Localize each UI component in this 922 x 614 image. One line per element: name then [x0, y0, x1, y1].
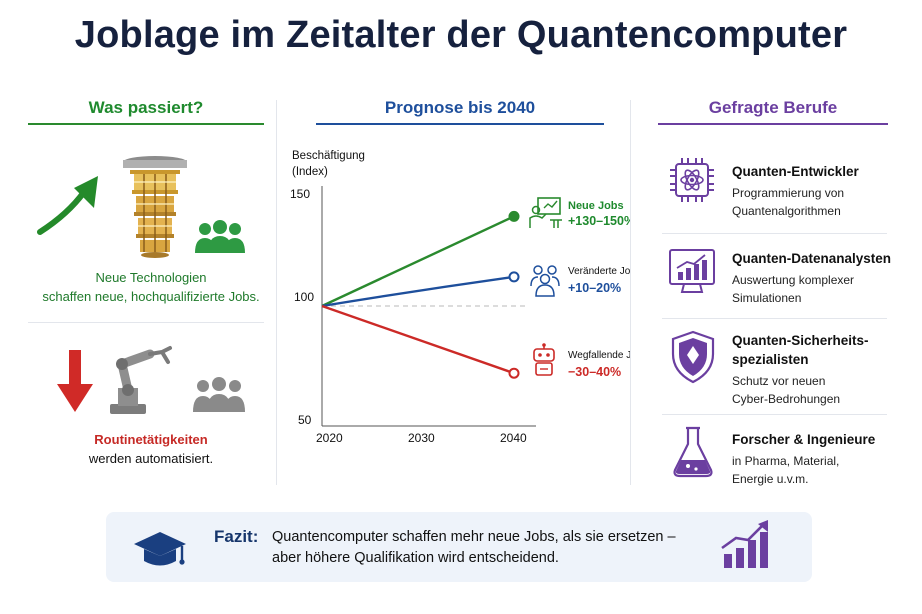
chart-y-axis-label-line1: Beschäftigung — [292, 150, 365, 162]
job-description-line2: Energie u.v.m. — [732, 472, 809, 486]
chart-y-axis-label-line2: (Index) — [292, 166, 328, 178]
trend-up-arrow-icon — [37, 176, 98, 235]
series-value-neue-jobs: +130–150% — [568, 214, 630, 228]
job-description: Auswertung komplexer Simulationen — [732, 271, 912, 307]
robot-icon — [533, 343, 555, 376]
teacher-board-icon — [529, 197, 562, 228]
job-description-line2: Quantenalgorithmen — [732, 204, 841, 218]
x-tick-label-2030: 2030 — [408, 431, 435, 445]
job-divider-2 — [662, 318, 887, 319]
job-description-line1: Schutz vor neuen — [732, 374, 826, 388]
growth-chart-icon — [721, 520, 768, 568]
job-description: Schutz vor neuen Cyber-Bedrohungen — [732, 372, 912, 408]
security-shield-icon — [671, 330, 715, 384]
negative-title: Routinetätigkeiten — [94, 432, 208, 447]
job-quanten-datenanalysten: Quanten-Datenanalysten Auswertung komple… — [732, 249, 912, 307]
quantum-computer-icon — [123, 156, 187, 258]
job-description-line1: Auswertung komplexer — [732, 273, 855, 287]
fazit-text-line1: Quantencomputer schaffen mehr neue Jobs,… — [272, 529, 676, 545]
series-value-wegfallende-jobs: −30–40% — [568, 365, 621, 379]
left-heading-rule — [28, 123, 264, 125]
positive-text-line2: schaffen neue, hochqualifizierte Jobs. — [42, 289, 260, 304]
job-title: Quanten-Datenanalysten — [732, 251, 892, 266]
positive-text: Neue Technologien schaffen neue, hochqua… — [28, 268, 274, 306]
employment-forecast-chart: 150 100 50 2020 2030 2040 Neue Jobs +130… — [290, 186, 630, 445]
middle-heading-rule — [316, 123, 604, 125]
x-tick-label-2040: 2040 — [500, 431, 527, 445]
chart-y-axis-label: Beschäftigung (Index) — [292, 148, 365, 180]
job-title-line2: spezialisten — [732, 352, 809, 367]
negative-subtext: werden automatisiert. — [88, 451, 214, 466]
job-quanten-entwickler: Quanten-Entwickler Programmierung von Qu… — [732, 162, 912, 220]
negative-text: Routinetätigkeiten werden automatisiert. — [28, 430, 274, 468]
series-endpoint-wegfallende-jobs — [508, 367, 520, 379]
section-heading-left: Was passiert? — [88, 98, 204, 117]
right-heading-rule — [658, 123, 888, 125]
job-description-line2: Cyber-Bedrohungen — [732, 392, 841, 406]
job-description-line2: Simulationen — [732, 291, 802, 305]
fazit-box — [106, 512, 812, 582]
series-label-wegfallende-jobs: Wegfallende Jobs — [568, 350, 630, 361]
trend-down-arrow-icon — [57, 350, 93, 412]
job-description-line1: in Pharma, Material, — [732, 454, 840, 468]
fazit-label: Fazit: — [214, 527, 259, 546]
series-endpoint-veraenderte-jobs — [508, 271, 520, 283]
section-heading-right: Gefragte Berufe — [708, 98, 838, 117]
section-heading-middle: Prognose bis 2040 — [384, 98, 536, 117]
job-divider-1 — [662, 233, 887, 234]
y-tick-label-150: 150 — [290, 187, 310, 201]
series-endpoint-neue-jobs — [508, 210, 520, 222]
flask-icon — [673, 426, 713, 478]
job-title-line1: Quanten-Sicherheits- — [732, 333, 869, 348]
job-description: Programmierung von Quantenalgorithmen — [732, 184, 912, 220]
fazit-text: Quantencomputer schaffen mehr neue Jobs,… — [272, 527, 676, 569]
divider-left — [276, 100, 277, 485]
people-group-gray-icon — [193, 377, 245, 412]
job-forscher-ingenieure: Forscher & Ingenieure in Pharma, Materia… — [732, 430, 912, 488]
y-tick-label-50: 50 — [298, 413, 312, 427]
job-title: Forscher & Ingenieure — [732, 432, 876, 447]
fazit-text-line2: aber höhere Qualifikation wird entscheid… — [272, 550, 559, 566]
series-label-neue-jobs: Neue Jobs — [568, 200, 624, 212]
job-divider-3 — [662, 414, 887, 415]
analytics-chart-icon — [669, 249, 715, 293]
series-line-wegfallende-jobs — [321, 304, 515, 375]
robot-arm-icon — [110, 346, 172, 414]
left-section-divider — [28, 322, 264, 323]
series-value-veraenderte-jobs: +10–20% — [568, 281, 621, 295]
job-title: Quanten-Entwickler — [732, 164, 859, 179]
series-line-neue-jobs — [321, 215, 515, 308]
page-title: Joblage im Zeitalter der Quantencomputer — [74, 14, 848, 56]
people-group-icon — [195, 220, 245, 253]
atom-chip-icon — [670, 158, 714, 202]
positive-text-line1: Neue Technologien — [95, 270, 207, 285]
job-description-line1: Programmierung von — [732, 186, 845, 200]
job-title: Quanten-Sicherheits- spezialisten — [732, 331, 912, 369]
graduation-cap-icon — [134, 532, 186, 566]
y-tick-label-100: 100 — [294, 290, 314, 304]
divider-right — [630, 100, 631, 485]
series-line-veraenderte-jobs — [321, 275, 515, 308]
job-quanten-sicherheitsspezialisten: Quanten-Sicherheits- spezialisten Schutz… — [732, 331, 912, 408]
people-change-icon — [530, 265, 560, 297]
x-tick-label-2020: 2020 — [316, 431, 343, 445]
job-description: in Pharma, Material, Energie u.v.m. — [732, 452, 912, 488]
series-label-veraenderte-jobs: Veränderte Jobs — [568, 266, 630, 277]
